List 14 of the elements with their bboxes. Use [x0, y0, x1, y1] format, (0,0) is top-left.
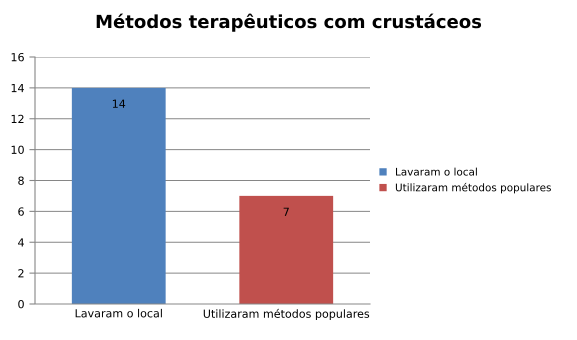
y-tick-label: 0 — [18, 300, 24, 308]
data-label: 7 — [284, 208, 289, 216]
y-tick-label: 2 — [18, 269, 24, 278]
legend-label: Lavaram o local — [396, 168, 477, 176]
chart-title: Métodos terapêuticos com crustáceos — [96, 14, 482, 32]
y-tick-label: 6 — [18, 207, 24, 216]
y-tick-label: 8 — [18, 176, 24, 185]
data-label: 14 — [112, 100, 126, 108]
y-tick-label: 16 — [12, 52, 24, 62]
y-tick-label: 14 — [12, 84, 24, 92]
legend-label: Utilizaram métodos populares — [396, 182, 551, 194]
y-tick-label: 10 — [12, 146, 24, 154]
y-tick-label: 12 — [12, 114, 24, 123]
y-tick-label: 4 — [18, 238, 24, 246]
